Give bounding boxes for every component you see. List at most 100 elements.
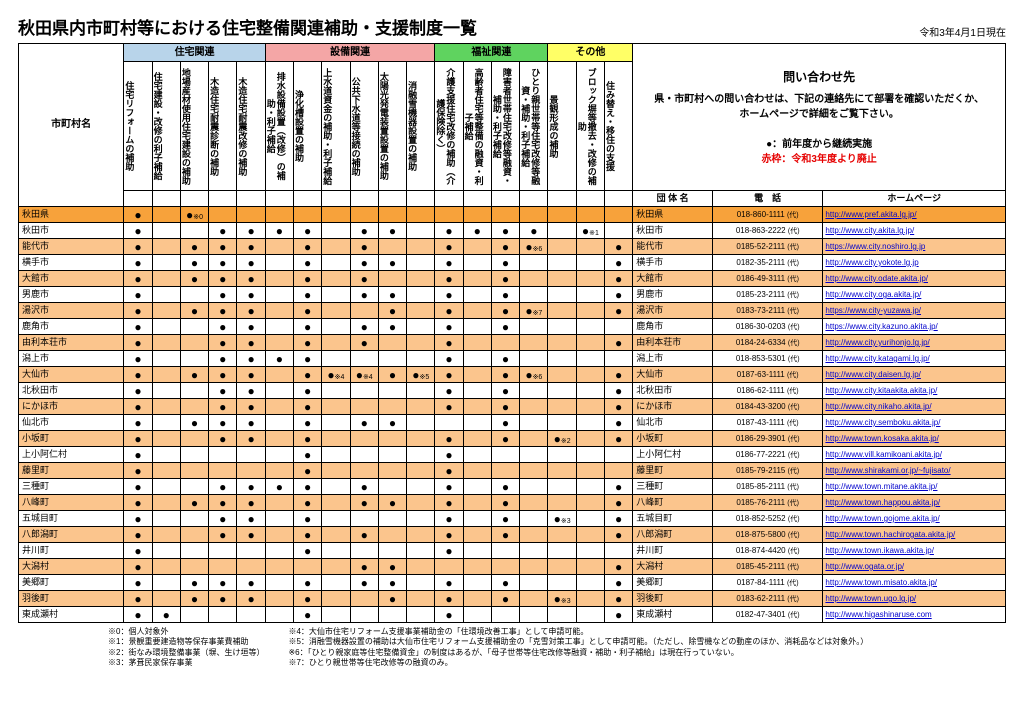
mark-cell: ●	[209, 415, 237, 431]
mark-cell	[152, 495, 180, 511]
org-cell: 八郎潟町	[633, 527, 713, 543]
mark-cell	[322, 287, 350, 303]
mark-cell: ●	[294, 319, 322, 335]
mark-cell	[548, 303, 576, 319]
tel-cell: 0185-23-2111 (代)	[712, 287, 823, 303]
org-cell: 横手市	[633, 255, 713, 271]
mark-cell	[152, 239, 180, 255]
group-header: 福祉関連	[435, 44, 548, 62]
mark-cell: ●	[209, 255, 237, 271]
tel-cell: 0186-29-3901 (代)	[712, 431, 823, 447]
hp-cell[interactable]: http://www.city.oga.akita.jp/	[823, 287, 1006, 303]
hp-cell[interactable]: http://www.city.kitaakita.akita.jp/	[823, 383, 1006, 399]
mark-cell	[520, 383, 548, 399]
hp-cell[interactable]: https://www.city.noshiro.lg.jp	[823, 239, 1006, 255]
hp-cell[interactable]: http://www.city.yokote.lg.jp	[823, 255, 1006, 271]
hp-cell[interactable]: http://www.town.ugo.lg.jp/	[823, 591, 1006, 607]
hp-cell[interactable]: http://www.town.happou.akita.jp/	[823, 495, 1006, 511]
hp-cell[interactable]: http://www.city.yurihonjo.lg.jp/	[823, 335, 1006, 351]
mark-cell	[463, 607, 491, 623]
muni-name: 美郷町	[19, 575, 124, 591]
mark-cell	[152, 223, 180, 239]
hp-cell[interactable]: http://www.city.akita.lg.jp/	[823, 223, 1006, 239]
hp-cell[interactable]: http://www.town.hachirogata.akita.jp/	[823, 527, 1006, 543]
group-header: その他	[548, 44, 633, 62]
hp-cell[interactable]: http://www.city.nikaho.akita.jp/	[823, 399, 1006, 415]
mark-cell	[407, 527, 435, 543]
mark-cell: ●	[435, 527, 463, 543]
mark-cell	[491, 447, 519, 463]
mark-cell: ●	[491, 495, 519, 511]
mark-cell: ●	[350, 271, 378, 287]
mark-cell: ●	[435, 223, 463, 239]
mark-cell	[378, 207, 406, 223]
mark-cell	[548, 607, 576, 623]
hp-cell[interactable]: http://www.ogata.or.jp/	[823, 559, 1006, 575]
hp-cell[interactable]: http://www.town.ikawa.akita.jp/	[823, 543, 1006, 559]
mark-cell: ●※5	[407, 367, 435, 383]
mark-cell	[378, 511, 406, 527]
mark-cell: ●	[491, 527, 519, 543]
mark-cell: ●	[209, 511, 237, 527]
hp-cell[interactable]: http://www.higashinaruse.com	[823, 607, 1006, 623]
mark-cell: ●	[604, 335, 632, 351]
col-header: 消融雪機器設置の補助	[407, 62, 435, 191]
mark-cell	[265, 447, 293, 463]
mark-cell	[407, 239, 435, 255]
mark-cell	[294, 559, 322, 575]
hp-cell[interactable]: http://www.city.katagami.lg.jp/	[823, 351, 1006, 367]
mark-cell: ●	[152, 607, 180, 623]
mark-cell	[548, 543, 576, 559]
hp-cell[interactable]: http://www.city.odate.akita.jp/	[823, 271, 1006, 287]
mark-cell	[265, 367, 293, 383]
mark-cell: ●	[237, 287, 265, 303]
hp-cell[interactable]: https://www.city.kazuno.akita.jp/	[823, 319, 1006, 335]
mark-cell	[265, 415, 293, 431]
org-cell: 大潟村	[633, 559, 713, 575]
mark-cell	[520, 559, 548, 575]
hp-cell[interactable]: http://www.pref.akita.lg.jp/	[823, 207, 1006, 223]
mark-cell: ●	[491, 255, 519, 271]
mark-cell	[576, 431, 604, 447]
muni-name: 八峰町	[19, 495, 124, 511]
hp-cell[interactable]: http://www.town.misato.akita.jp/	[823, 575, 1006, 591]
mark-cell	[520, 335, 548, 351]
mark-cell	[435, 559, 463, 575]
mark-cell	[350, 591, 378, 607]
mark-cell	[463, 447, 491, 463]
mark-cell	[548, 479, 576, 495]
hp-cell[interactable]: https://www.city-yuzawa.jp/	[823, 303, 1006, 319]
mark-cell	[180, 447, 208, 463]
mark-cell: ●	[124, 543, 152, 559]
mark-cell: ●	[435, 607, 463, 623]
mark-cell	[152, 431, 180, 447]
mark-cell	[604, 447, 632, 463]
mark-cell	[576, 351, 604, 367]
hp-cell[interactable]: http://www.shirakami.or.jp/~fujisato/	[823, 463, 1006, 479]
hp-cell[interactable]: http://www.vill.kamikoani.akita.jp/	[823, 447, 1006, 463]
hp-cell[interactable]: http://www.town.mitane.akita.jp/	[823, 479, 1006, 495]
mark-cell: ●	[265, 351, 293, 367]
mark-cell	[576, 367, 604, 383]
mark-cell	[407, 431, 435, 447]
mark-cell	[322, 591, 350, 607]
tel-cell: 0186-30-0203 (代)	[712, 319, 823, 335]
org-cell: 藤里町	[633, 463, 713, 479]
mark-cell	[548, 463, 576, 479]
mark-cell: ●	[209, 527, 237, 543]
hp-cell[interactable]: http://www.city.semboku.akita.jp/	[823, 415, 1006, 431]
mark-cell: ●	[209, 239, 237, 255]
mark-cell	[407, 335, 435, 351]
hp-cell[interactable]: http://www.city.daisen.lg.jp/	[823, 367, 1006, 383]
mark-cell	[322, 447, 350, 463]
org-cell: 美郷町	[633, 575, 713, 591]
mark-cell: ●	[435, 319, 463, 335]
hp-cell[interactable]: http://www.town.gojome.akita.jp/	[823, 511, 1006, 527]
mark-cell: ●	[491, 223, 519, 239]
muni-name: 湯沢市	[19, 303, 124, 319]
mark-cell	[407, 575, 435, 591]
mark-cell	[520, 271, 548, 287]
mark-cell	[576, 319, 604, 335]
mark-cell	[407, 223, 435, 239]
hp-cell[interactable]: http://www.town.kosaka.akita.jp/	[823, 431, 1006, 447]
